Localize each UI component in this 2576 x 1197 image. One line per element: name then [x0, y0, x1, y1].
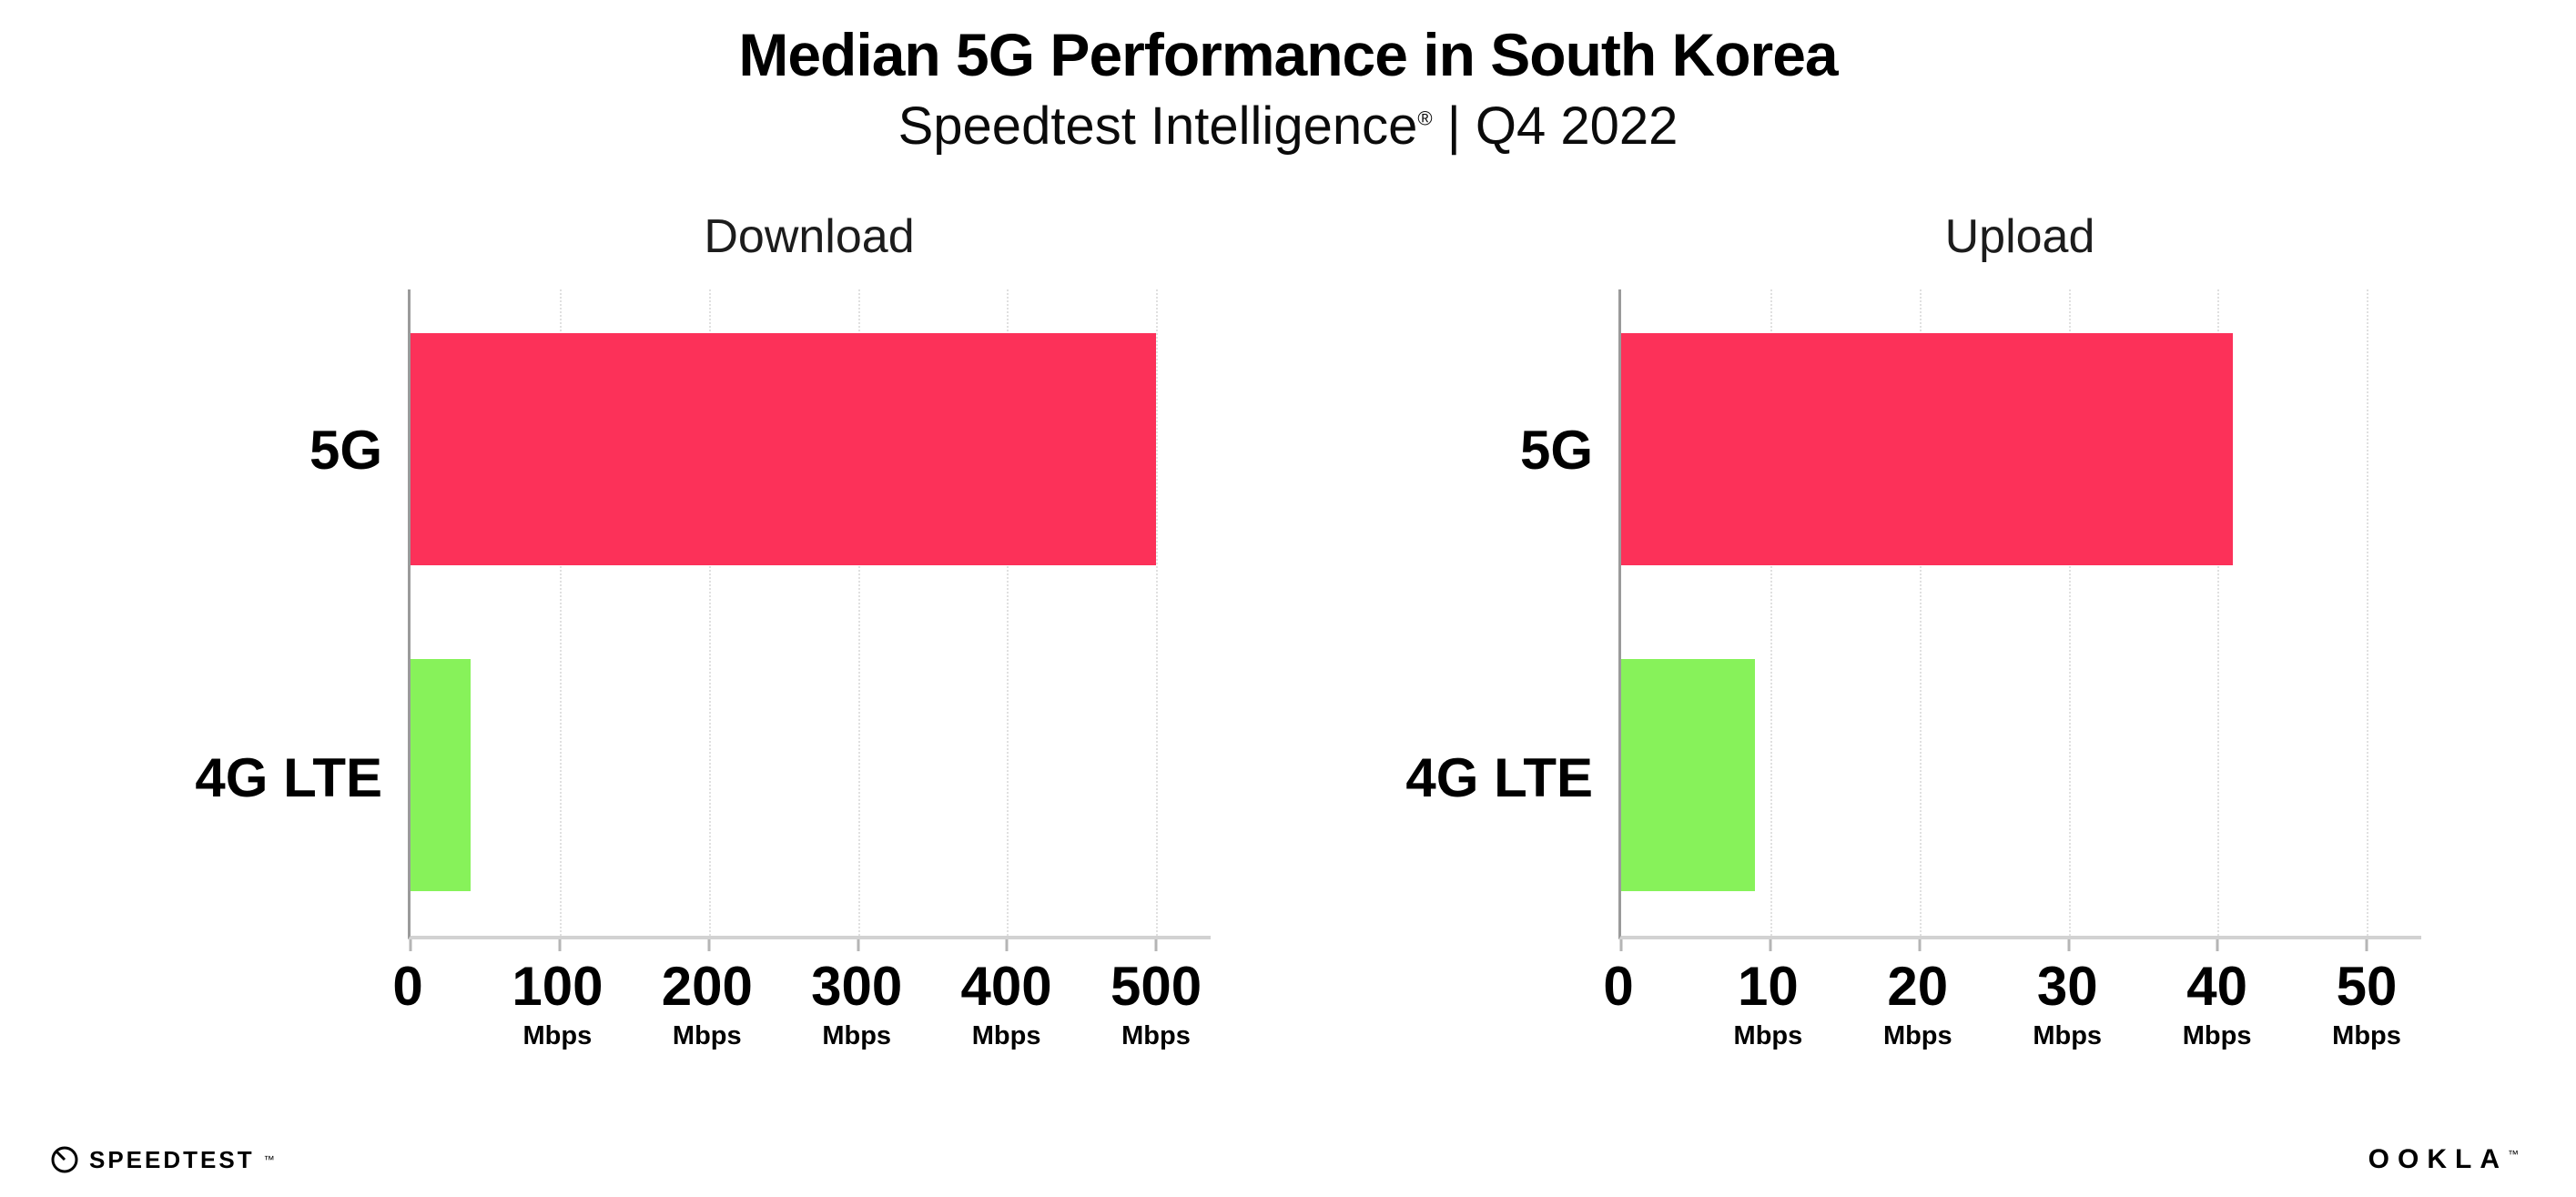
category-label-4g-lte: 4G LTE — [195, 746, 382, 808]
tick-number: 0 — [392, 955, 423, 1017]
ookla-logo: OOKLA™ — [2368, 1144, 2527, 1175]
charts-row: Download 5G 4G LTE 0 100 Mbps 200 Mbps 300 Mbps 40… — [0, 209, 2576, 1080]
axis-tick — [558, 938, 562, 951]
speedtest-trademark-icon: ™ — [263, 1153, 278, 1166]
footer: SPEEDTEST ™ OOKLA™ — [49, 1144, 2527, 1175]
chart-upload: Upload 5G 4G LTE 0 10 Mbps 20 Mbps 30 Mbps 40 Mbps 5… — [1273, 209, 2421, 1080]
tick-unit: Mbps — [2332, 1020, 2401, 1050]
bar-5g — [411, 332, 1157, 566]
tick-number: 400 — [960, 955, 1052, 1017]
tick-unit: Mbps — [672, 1020, 742, 1050]
tick-label: 0 — [392, 959, 422, 1014]
axis-tick — [2216, 938, 2219, 951]
axis-tick — [1769, 938, 1772, 951]
tick-number: 20 — [1887, 955, 1949, 1017]
tick-number: 50 — [2336, 955, 2398, 1017]
tick-label: 50 Mbps — [2332, 959, 2401, 1051]
chart-download: Download 5G 4G LTE 0 100 Mbps 200 Mbps 300 Mbps 40… — [62, 209, 1211, 1080]
tick-number: 40 — [2186, 955, 2247, 1017]
page-title: Median 5G Performance in South Korea — [738, 21, 1838, 88]
tick-unit: Mbps — [971, 1020, 1041, 1050]
gridline — [2367, 289, 2369, 936]
plot-row: 5G 4G LTE — [1273, 289, 2421, 951]
tick-number: 30 — [2036, 955, 2098, 1017]
category-labels: 5G 4G LTE — [62, 289, 408, 939]
registered-trademark-icon: ® — [1417, 107, 1433, 130]
axis-tick — [409, 938, 412, 951]
axis-tick — [1619, 938, 1623, 951]
gridline — [1919, 289, 1922, 936]
gridline — [1156, 289, 1159, 936]
axis-tick — [2067, 938, 2071, 951]
tick-unit: Mbps — [1733, 1020, 1803, 1050]
x-axis-download: 0 100 Mbps 200 Mbps 300 Mbps 400 Mbps 500 Mbps — [392, 959, 1211, 1080]
page-subtitle: Speedtest Intelligence® | Q4 2022 — [0, 96, 2576, 157]
category-label-4g-lte: 4G LTE — [1405, 746, 1593, 808]
ookla-trademark-icon: ™ — [2508, 1148, 2527, 1161]
gridline — [857, 289, 860, 936]
axis-tick — [1154, 938, 1158, 951]
tick-unit: Mbps — [522, 1020, 593, 1050]
tick-number: 500 — [1110, 955, 1202, 1017]
chart-title: Upload — [1944, 209, 2095, 263]
plot-row: 5G 4G LTE — [62, 289, 1211, 951]
subtitle-brand: Speedtest Intelligence — [898, 96, 1418, 156]
speedtest-logo: SPEEDTEST ™ — [49, 1144, 278, 1175]
bar-4g-lte — [1621, 658, 1756, 892]
gridline — [2217, 289, 2220, 936]
axis-tick — [1005, 938, 1009, 951]
category-labels: 5G 4G LTE — [1273, 289, 1618, 939]
subtitle-period: | Q4 2022 — [1432, 96, 1678, 156]
speedtest-wordmark: SPEEDTEST — [89, 1145, 255, 1173]
axis-tick — [857, 938, 860, 951]
chart-title: Download — [704, 209, 915, 263]
tick-number: 300 — [811, 955, 903, 1017]
ookla-wordmark: OOKLA — [2368, 1144, 2508, 1174]
tick-label: 300 Mbps — [811, 959, 902, 1051]
plot-area-download — [408, 289, 1211, 951]
tick-label: 100 Mbps — [512, 959, 603, 1051]
gridline — [708, 289, 711, 936]
tick-unit: Mbps — [2182, 1020, 2252, 1050]
axis-tick — [2365, 938, 2368, 951]
axis-tick — [1918, 938, 1922, 951]
tick-label: 400 Mbps — [961, 959, 1052, 1051]
category-label-5g: 5G — [309, 419, 382, 481]
tick-unit: Mbps — [822, 1020, 892, 1050]
speedtest-gauge-icon — [49, 1144, 80, 1175]
gridline — [2068, 289, 2071, 936]
gridline — [1007, 289, 1009, 936]
tick-number: 0 — [1603, 955, 1634, 1017]
tick-label: 40 Mbps — [2183, 959, 2252, 1051]
axis-tick — [707, 938, 711, 951]
tick-label: 30 Mbps — [2033, 959, 2102, 1051]
bar-5g — [1621, 332, 2233, 566]
category-label-5g: 5G — [1519, 419, 1593, 481]
tick-number: 100 — [512, 955, 603, 1017]
tick-label: 20 Mbps — [1883, 959, 1952, 1051]
tick-label: 10 Mbps — [1734, 959, 1803, 1051]
tick-label: 200 Mbps — [662, 959, 753, 1051]
tick-label: 500 Mbps — [1111, 959, 1202, 1051]
x-axis-upload: 0 10 Mbps 20 Mbps 30 Mbps 40 Mbps 50 Mbps — [1603, 959, 2421, 1080]
bar-4g-lte — [411, 658, 471, 892]
tick-unit: Mbps — [2033, 1020, 2103, 1050]
tick-label: 0 — [1603, 959, 1633, 1014]
tick-number: 200 — [661, 955, 753, 1017]
chart-header: Median 5G Performance in South Korea Spe… — [0, 0, 2576, 157]
gridline — [559, 289, 562, 936]
gridline — [1770, 289, 1772, 936]
tick-number: 10 — [1738, 955, 1799, 1017]
plot-area-upload — [1618, 289, 2421, 951]
tick-unit: Mbps — [1882, 1020, 1952, 1050]
tick-unit: Mbps — [1121, 1020, 1191, 1050]
